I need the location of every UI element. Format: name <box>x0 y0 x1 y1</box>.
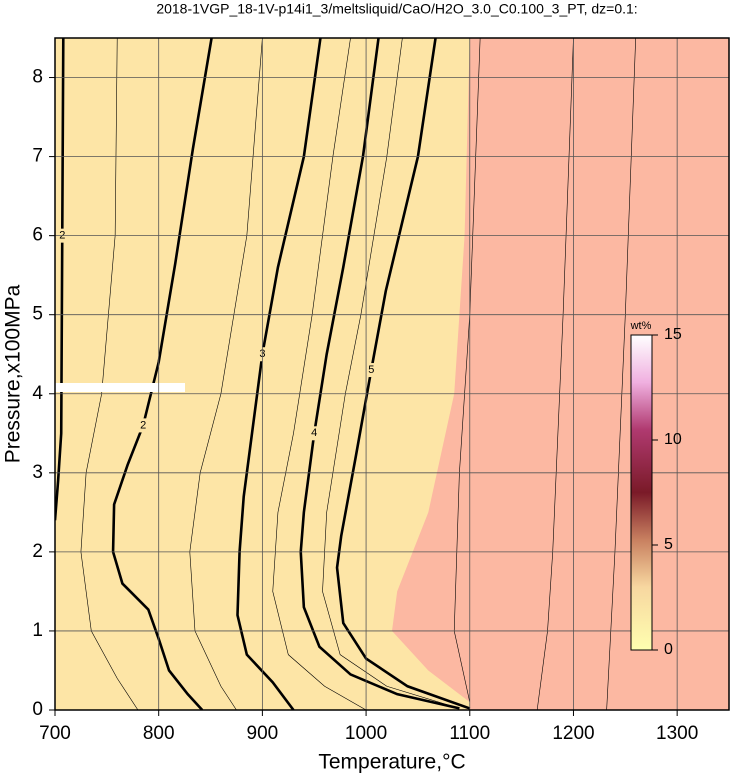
chart-title: 2018-1VGP_18-1V-p14i1_3/meltsliquid/CaO/… <box>156 1 637 17</box>
contour-line <box>111 38 213 710</box>
y-tick-label: 3 <box>32 462 43 483</box>
colorbar-tick-label: 5 <box>664 536 673 553</box>
thin-contour <box>322 38 460 709</box>
contour-label-bg <box>309 426 320 441</box>
contour-label: 5 <box>368 364 374 376</box>
thin-contour <box>272 38 367 710</box>
x-tick-label: 700 <box>39 723 71 744</box>
x-tick-label: 1300 <box>656 723 698 744</box>
contour-line <box>236 38 322 710</box>
contour-line <box>335 38 471 710</box>
y-axis-label: Pressure,x100MPa <box>2 284 25 463</box>
y-tick-label: 5 <box>32 304 43 325</box>
colorbar-gradient <box>630 334 653 651</box>
y-tick-label: 2 <box>32 541 43 562</box>
colorbar-tick-label: 0 <box>664 641 673 658</box>
contour-label: 4 <box>311 427 317 439</box>
contour-line <box>299 38 460 710</box>
x-axis-label: Temperature,°C <box>318 751 465 774</box>
y-tick-label: 0 <box>32 699 43 720</box>
y-tick-label: 6 <box>32 225 43 246</box>
y-tick-label: 1 <box>32 620 43 641</box>
x-tick-label: 900 <box>247 723 279 744</box>
colorbar: wt% 0 5 10 15 <box>630 320 682 658</box>
contour-label-bg <box>138 418 149 433</box>
x-tick-label: 1200 <box>552 723 594 744</box>
colorbar-label: wt% <box>630 320 652 332</box>
plot-area: 22345 <box>55 38 729 710</box>
colorbar-tick-label: 15 <box>664 326 682 343</box>
y-tick-label: 7 <box>32 146 43 167</box>
x-tick-label: 1000 <box>345 723 387 744</box>
contour-label: 2 <box>140 419 146 431</box>
y-tick-label: 4 <box>32 383 43 404</box>
contour-label-bg <box>366 363 377 378</box>
plot-frame <box>54 37 730 711</box>
thin-contour <box>189 38 263 710</box>
contour-line <box>55 38 65 521</box>
colorbar-tick-label: 10 <box>664 431 682 448</box>
thin-contour <box>80 38 139 710</box>
y-tick-label: 8 <box>32 67 43 88</box>
data-gap <box>55 383 185 392</box>
x-tick-label: 800 <box>143 723 175 744</box>
x-tick-label: 1100 <box>449 723 490 744</box>
